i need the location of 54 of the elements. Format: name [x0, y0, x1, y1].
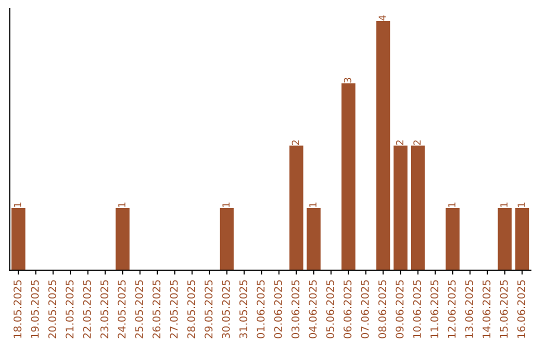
bar	[289, 146, 304, 270]
bar	[11, 208, 26, 270]
x-tick-label: 03.06.2025	[291, 280, 300, 338]
bar	[498, 208, 512, 270]
x-tick-label: 15.06.2025	[500, 280, 508, 338]
x-tick-label: 26.05.2025	[152, 280, 160, 338]
x-tick-label: 19.05.2025	[30, 280, 39, 338]
x-tick-label: 02.06.2025	[274, 280, 282, 338]
bar	[306, 208, 321, 270]
x-tick-label: 07.06.2025	[360, 280, 369, 338]
x-tick-label: 14.06.2025	[482, 280, 490, 338]
x-tick-label: 08.06.2025	[378, 280, 386, 338]
data-label: 4	[378, 15, 386, 20]
x-tick-label: 01.06.2025	[256, 280, 265, 338]
data-label: 1	[222, 202, 230, 207]
x-tick-label: 16.06.2025	[517, 280, 526, 338]
x-tick-label: 29.05.2025	[204, 280, 212, 338]
data-label: 3	[344, 78, 352, 83]
x-tick-label: 20.05.2025	[48, 280, 56, 338]
x-tick-label: 11.06.2025	[430, 280, 438, 338]
x-tick-label: 31.05.2025	[239, 280, 248, 338]
data-label: 2	[413, 140, 421, 145]
x-tick-label: 13.06.2025	[465, 280, 474, 338]
x-tick-label: 21.05.2025	[66, 280, 74, 338]
x-tick-label: 18.05.2025	[14, 280, 22, 338]
bar	[394, 146, 408, 270]
bar	[220, 208, 234, 270]
data-label: 2	[396, 140, 404, 145]
data-label: 1	[500, 202, 508, 207]
x-tick-label: 30.05.2025	[222, 280, 230, 338]
data-label: 1	[309, 202, 316, 207]
bar	[341, 83, 356, 270]
x-tick-label: 24.05.2025	[118, 280, 126, 338]
x-tick-label: 25.05.2025	[135, 280, 144, 338]
bar	[116, 208, 130, 270]
x-tick-label: 22.05.2025	[83, 280, 91, 338]
bar	[376, 20, 390, 270]
x-tick-label: 09.06.2025	[396, 280, 404, 338]
x-tick-label: 05.06.2025	[326, 280, 334, 338]
data-label: 1	[14, 202, 22, 207]
x-tick-label: 23.05.2025	[100, 280, 108, 338]
x-tick-label: 27.05.2025	[170, 280, 178, 338]
data-label: 1	[118, 202, 126, 207]
bar	[515, 208, 530, 270]
x-tick-label: 10.06.2025	[413, 280, 421, 338]
x-tick-label: 12.06.2025	[448, 280, 456, 338]
bar	[410, 146, 425, 270]
bar	[446, 208, 460, 270]
data-label: 1	[518, 202, 525, 207]
data-label: 1	[448, 202, 456, 207]
x-tick-label: 06.06.2025	[344, 280, 352, 338]
data-label: 2	[292, 140, 300, 145]
x-tick-label: 28.05.2025	[187, 280, 196, 338]
x-tick-label: 04.06.2025	[308, 280, 317, 338]
